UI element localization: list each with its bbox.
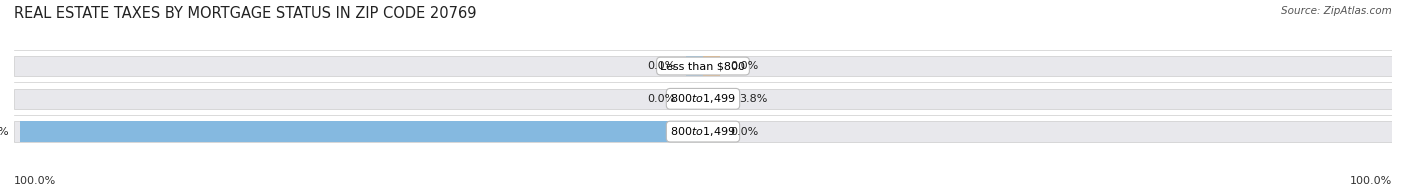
Text: 0.0%: 0.0% bbox=[647, 61, 675, 71]
Bar bbox=[20, 122, 703, 142]
Text: 0.0%: 0.0% bbox=[731, 61, 759, 71]
Text: Source: ZipAtlas.com: Source: ZipAtlas.com bbox=[1281, 6, 1392, 16]
Text: $800 to $1,499: $800 to $1,499 bbox=[671, 125, 735, 138]
Text: 3.8%: 3.8% bbox=[740, 94, 768, 104]
Bar bbox=[703, 56, 720, 76]
Text: Less than $800: Less than $800 bbox=[661, 61, 745, 71]
Bar bbox=[703, 122, 720, 142]
Text: REAL ESTATE TAXES BY MORTGAGE STATUS IN ZIP CODE 20769: REAL ESTATE TAXES BY MORTGAGE STATUS IN … bbox=[14, 6, 477, 21]
Bar bbox=[14, 56, 1392, 76]
Text: 0.0%: 0.0% bbox=[731, 127, 759, 137]
Bar bbox=[14, 122, 1392, 142]
Bar bbox=[703, 89, 730, 109]
Text: 100.0%: 100.0% bbox=[1350, 176, 1392, 186]
Text: 100.0%: 100.0% bbox=[14, 176, 56, 186]
Bar bbox=[686, 89, 703, 109]
Bar bbox=[14, 89, 1392, 109]
Text: 0.0%: 0.0% bbox=[647, 94, 675, 104]
Text: $800 to $1,499: $800 to $1,499 bbox=[671, 92, 735, 105]
Text: 99.2%: 99.2% bbox=[0, 127, 10, 137]
Bar bbox=[686, 56, 703, 76]
